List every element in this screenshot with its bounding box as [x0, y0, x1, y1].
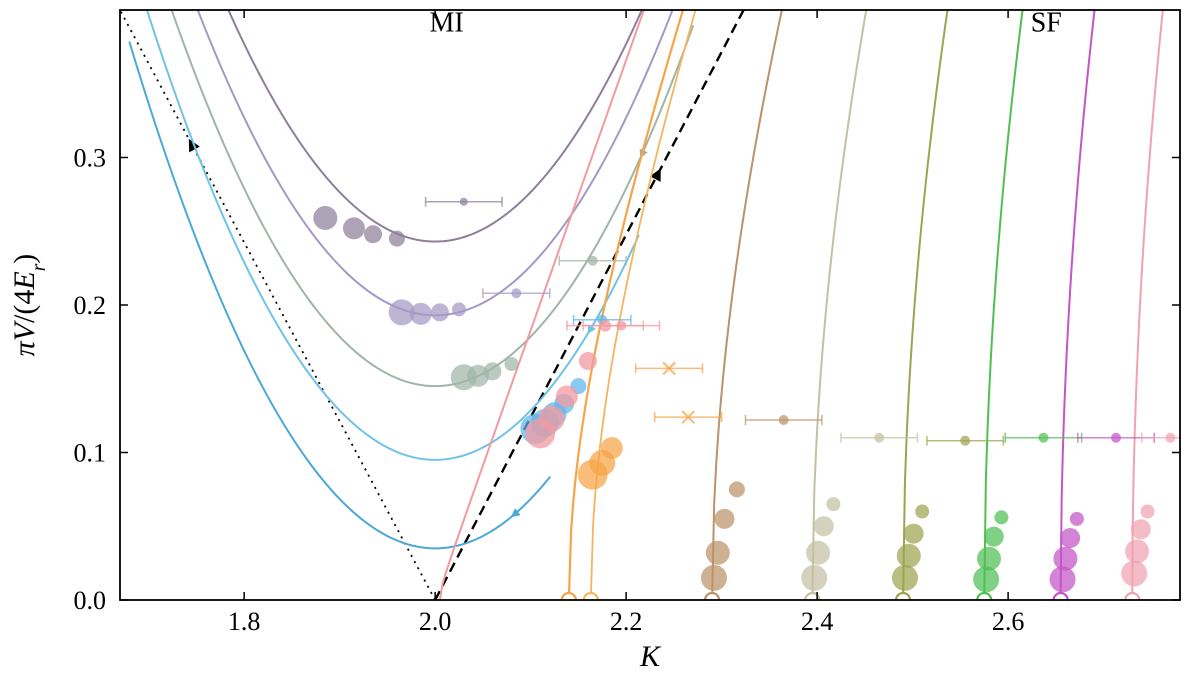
data-marker: [706, 541, 730, 565]
data-marker: [1141, 505, 1155, 519]
data-marker: [556, 385, 578, 407]
data-marker: [313, 206, 337, 230]
data-marker: [343, 217, 365, 239]
data-marker: [984, 527, 1004, 547]
curve-sf-1: [569, 0, 851, 600]
data-marker: [960, 436, 970, 446]
xtick-label: 1.8: [228, 607, 261, 636]
right-separatrix: [435, 10, 743, 600]
ytick-label: 0.3: [74, 144, 107, 173]
chart-svg: 1.8 2.0 2.2 2.4 2.6 0.0 0.1 0.2 0.3 KπV/(4Er) MI SF: [0, 0, 1200, 676]
data-marker: [892, 565, 918, 591]
data-marker: [431, 303, 449, 321]
data-marker: [977, 547, 1001, 571]
data-marker: [801, 565, 827, 591]
data-marker: [505, 357, 519, 371]
data-marker: [389, 231, 405, 247]
data-marker: [511, 288, 521, 298]
ytick-label: 0.1: [74, 439, 107, 468]
data-points: [313, 197, 1199, 593]
curve-sf-3: [812, 0, 1046, 600]
data-marker: [579, 352, 597, 370]
data-marker: [814, 516, 834, 536]
data-marker: [1121, 560, 1147, 586]
data-marker: [806, 541, 830, 565]
data-marker: [994, 510, 1008, 524]
xtick-label: 2.0: [419, 607, 452, 636]
data-marker: [364, 225, 382, 243]
curve-sf-4: [903, 0, 1127, 600]
curve-mi-2: [120, 0, 743, 315]
data-marker: [1125, 539, 1149, 563]
data-marker: [483, 362, 501, 380]
flow-curves: [120, 0, 1181, 607]
data-marker: [460, 198, 468, 206]
data-marker: [1070, 512, 1084, 526]
data-marker: [1038, 433, 1048, 443]
curve-sf-6: [1061, 0, 1180, 600]
data-marker: [779, 415, 789, 425]
data-marker: [714, 509, 734, 529]
curve-mi-5: [130, 42, 550, 548]
data-marker: [915, 505, 929, 519]
data-marker: [874, 433, 884, 443]
data-marker: [1053, 547, 1077, 571]
data-marker: [904, 524, 924, 544]
data-marker: [616, 321, 626, 331]
data-marker: [601, 437, 623, 459]
data-marker: [1131, 519, 1151, 539]
data-marker: [1165, 433, 1175, 443]
x-axis-label: K: [639, 640, 662, 673]
curve-sf-7: [1132, 0, 1180, 600]
data-marker: [452, 302, 466, 316]
ytick-label: 0.0: [74, 586, 107, 615]
data-marker: [729, 481, 745, 497]
data-marker: [1060, 528, 1080, 548]
region-label: SF: [1031, 8, 1062, 39]
data-marker: [701, 565, 727, 591]
data-marker: [826, 497, 840, 511]
region-label: MI: [429, 8, 463, 39]
xtick-label: 2.4: [801, 607, 834, 636]
left-separatrix: [120, 10, 435, 600]
axes-frame: [120, 10, 1180, 600]
data-marker: [588, 256, 598, 266]
phase-diagram-chart: 1.8 2.0 2.2 2.4 2.6 0.0 0.1 0.2 0.3 KπV/(4Er) MI SF: [0, 0, 1200, 676]
data-marker: [539, 406, 565, 432]
data-marker: [897, 544, 921, 568]
ytick-label: 0.2: [74, 291, 107, 320]
xtick-label: 2.2: [610, 607, 643, 636]
data-marker: [410, 303, 432, 325]
y-axis-label: πV/(4Er): [8, 254, 50, 357]
xtick-label: 2.6: [992, 607, 1025, 636]
data-marker: [1111, 433, 1121, 443]
